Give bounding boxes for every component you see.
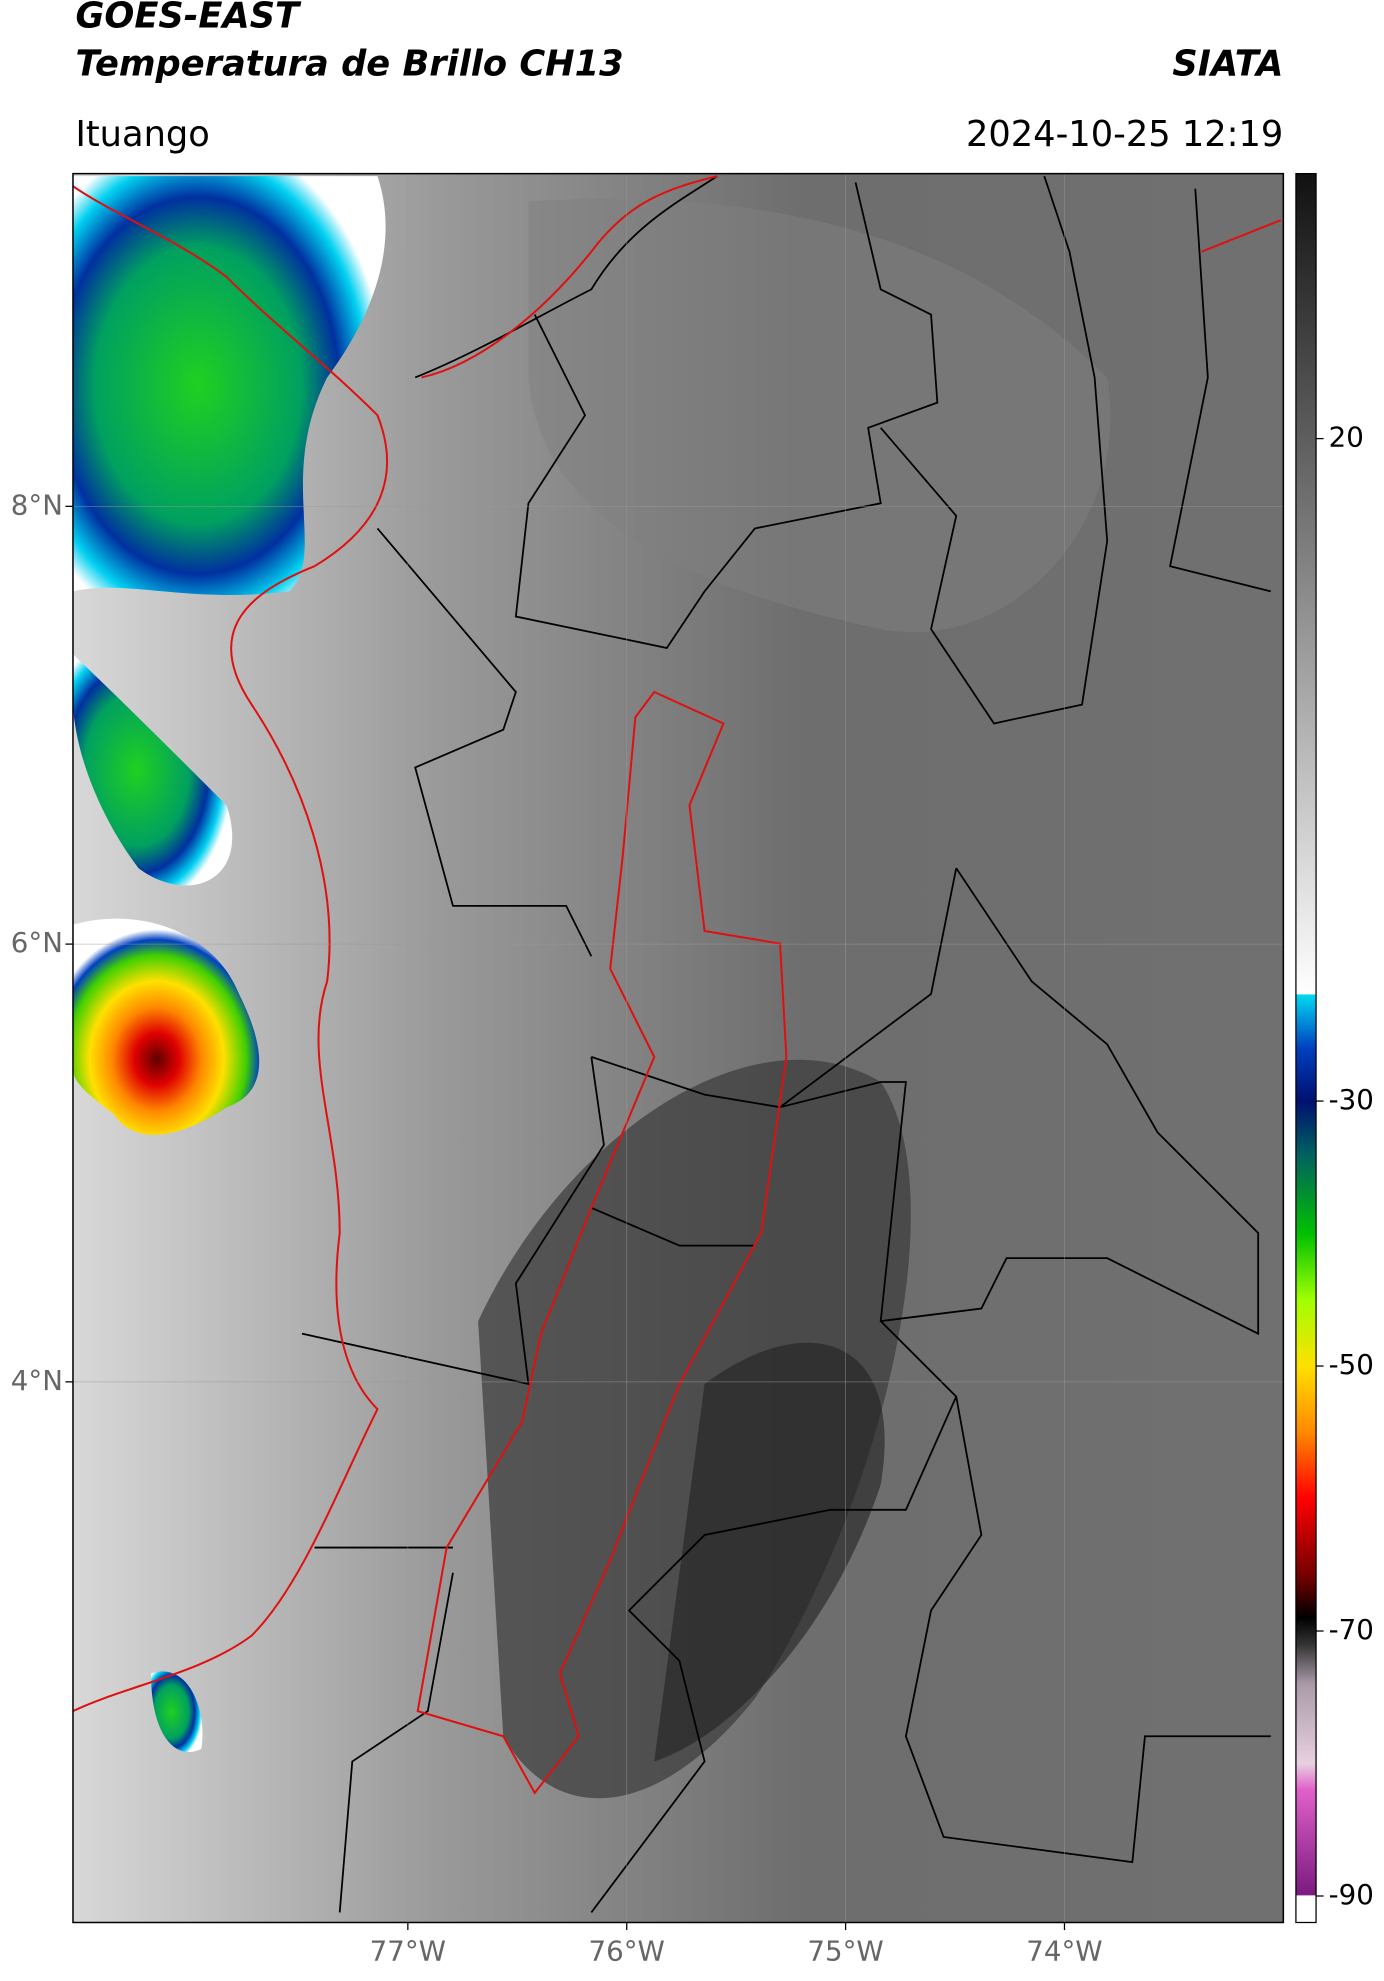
convection [150, 1671, 203, 1753]
colorbar-tick-label: -90 [1329, 1878, 1374, 1911]
x-tick-label: 74°W [1026, 1935, 1102, 1968]
colorbar-tick-label: -30 [1329, 1083, 1374, 1116]
coastline [72, 175, 1282, 1713]
convection [72, 654, 233, 886]
title: GOES-EAST [75, 0, 302, 37]
convection [72, 176, 386, 595]
subtitle: Temperatura de Brillo CH13 [75, 43, 623, 84]
y-tick-label: 6°N [11, 926, 63, 959]
x-tick-label: 77°W [370, 1935, 446, 1968]
colorbar [1295, 172, 1317, 1924]
colorbar-tick-label: -70 [1329, 1613, 1374, 1646]
boundaries [301, 175, 1271, 1913]
colorbar-tick-label: 20 [1329, 421, 1364, 454]
map-frame [72, 172, 1285, 1924]
source: SIATA [1172, 43, 1283, 84]
map-imagery [72, 173, 1284, 1923]
storm [72, 918, 260, 1135]
dark-cordillera [654, 1342, 885, 1762]
y-tick-label: 8°N [11, 488, 63, 521]
timestamp: 2024-10-25 12:19 [966, 114, 1283, 155]
x-tick-label: 76°W [589, 1935, 665, 1968]
colorbar-tick-label: -50 [1329, 1348, 1374, 1381]
location: Ituango [75, 114, 209, 155]
basin-outline [416, 690, 788, 1795]
x-tick-label: 75°W [807, 1935, 883, 1968]
light-area [528, 199, 1111, 633]
grid [72, 173, 1284, 1923]
y-tick-label: 4°N [11, 1364, 63, 1397]
